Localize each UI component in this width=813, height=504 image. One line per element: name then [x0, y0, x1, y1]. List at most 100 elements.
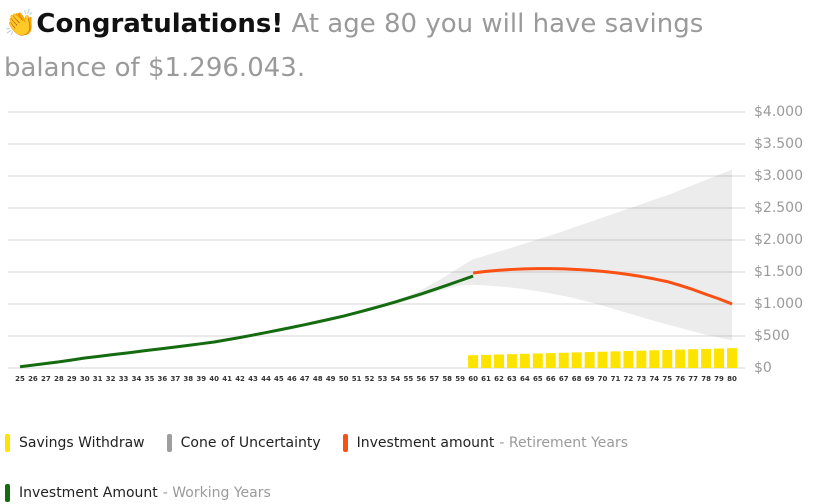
- x-tick-label: 52: [365, 375, 375, 383]
- bar: [727, 348, 737, 368]
- x-tick-label: 49: [326, 375, 336, 383]
- bar: [481, 354, 492, 368]
- icon: 👏: [4, 9, 37, 39]
- x-tick-label: 31: [93, 375, 103, 383]
- bar: [468, 355, 479, 368]
- legend-label: Investment Amount: [19, 485, 158, 501]
- x-tick-label: 76: [675, 375, 685, 383]
- legend-sublabel: - Retirement Years: [499, 435, 629, 451]
- x-tick-label: 26: [28, 375, 38, 383]
- x-tick-label: 25: [15, 375, 25, 383]
- y-tick-label: $2.500: [754, 200, 803, 216]
- x-tick-label: 67: [559, 375, 569, 383]
- bar: [662, 349, 673, 368]
- legend-item: Cone of Uncertainty: [166, 432, 321, 454]
- x-tick-label: 69: [585, 375, 595, 383]
- x-tick-label: 51: [352, 375, 362, 383]
- bar: [519, 353, 530, 368]
- x-tick-label: 33: [119, 375, 129, 383]
- y-tick-label: $4.000: [754, 104, 803, 120]
- bar-layer: [468, 348, 737, 368]
- x-tick-label: 43: [248, 375, 258, 383]
- y-tick-label: $500: [754, 328, 790, 344]
- bar: [584, 352, 595, 368]
- x-tick-label: 40: [209, 375, 219, 383]
- bar: [545, 353, 556, 368]
- bar: [610, 351, 621, 368]
- x-tick-label: 38: [183, 375, 193, 383]
- x-tick-label: 58: [442, 375, 452, 383]
- y-tick-label: $1.500: [754, 264, 803, 280]
- x-tick-label: 74: [649, 375, 659, 383]
- x-tick-label: 35: [145, 375, 155, 383]
- x-tick-label: 28: [54, 375, 64, 383]
- y-tick-label: $1.000: [754, 296, 803, 312]
- x-tick-label: 78: [701, 375, 711, 383]
- x-tick-label: 80: [727, 375, 737, 383]
- x-tick-label: 59: [455, 375, 465, 383]
- x-tick-label: 68: [572, 375, 582, 383]
- x-tick-label: 53: [378, 375, 388, 383]
- bar: [636, 350, 647, 368]
- legend-swatch: [5, 434, 10, 452]
- x-tick-label: 46: [287, 375, 297, 383]
- x-tick-label: 34: [132, 375, 142, 383]
- x-tick-label: 55: [403, 375, 413, 383]
- y-tick-label: $2.000: [754, 232, 803, 248]
- x-tick-label: 60: [468, 375, 478, 383]
- x-tick-label: 36: [158, 375, 168, 383]
- legend-swatch: [5, 484, 10, 502]
- x-tick-label: 75: [662, 375, 672, 383]
- legend-swatch: [166, 434, 172, 452]
- x-tick-label: 57: [429, 375, 439, 383]
- bar: [558, 352, 569, 368]
- x-tick-label: 77: [688, 375, 698, 383]
- x-tick-label: 79: [714, 375, 724, 383]
- y-tick-label: $3.500: [754, 136, 803, 152]
- bar: [623, 350, 634, 368]
- x-tick-label: 63: [507, 375, 517, 383]
- x-tick-label: 29: [67, 375, 77, 383]
- headline: 👏Congratulations! At age 80 you will hav…: [4, 2, 804, 90]
- bar: [701, 348, 712, 368]
- x-tick-label: 56: [416, 375, 426, 383]
- headline-title: Congratulations!: [36, 9, 284, 39]
- x-tick-label: 73: [637, 375, 647, 383]
- x-tick-label: 45: [274, 375, 284, 383]
- x-tick-label: 32: [106, 375, 116, 383]
- x-tick-label: 37: [170, 375, 180, 383]
- bar: [688, 349, 699, 368]
- legend: Savings Withdraw Cone of Uncertainty Inves…: [5, 432, 805, 504]
- bar: [506, 354, 517, 368]
- band-layer: [382, 169, 732, 341]
- x-tick-label: 47: [300, 375, 310, 383]
- legend-label: Cone of Uncertainty: [180, 435, 321, 451]
- bar: [597, 351, 608, 368]
- x-tick-label: 50: [339, 375, 349, 383]
- x-tick-label: 30: [80, 375, 90, 383]
- line-layer: [19, 267, 733, 369]
- legend-item: Savings Withdraw: [5, 432, 145, 454]
- legend-swatch: [342, 434, 348, 452]
- chart: $0 $500 $1.000 $1.500 $2.000 $2.500 $3.000 $3.5…: [8, 104, 803, 383]
- x-tick-label: 65: [533, 375, 543, 383]
- x-tick-label: 64: [520, 375, 530, 383]
- y-tick-label: $3.000: [754, 168, 803, 184]
- page: {"header": {"icon": "👏", "title": "Congr…: [4, 2, 804, 502]
- x-tick-label: 27: [41, 375, 51, 383]
- x-tick-label: 62: [494, 375, 504, 383]
- line: [472, 267, 733, 306]
- x-tick-label: 54: [391, 375, 401, 383]
- bar: [571, 352, 582, 368]
- x-tick-label: 39: [196, 375, 206, 383]
- x-tick-label: 70: [598, 375, 608, 383]
- headline-text: At age 80 you will have savings balance …: [4, 9, 704, 83]
- legend-sublabel: - Working Years: [162, 485, 271, 501]
- x-tick-label: 44: [261, 375, 271, 383]
- bar: [714, 348, 725, 368]
- legend-item: Investment amount - Retirement Years: [342, 432, 629, 454]
- cone-area: [382, 169, 732, 341]
- x-tick-label: 48: [313, 375, 323, 383]
- x-tick-label: 42: [235, 375, 245, 383]
- legend-item: Investment Amount - Working Years: [5, 482, 271, 504]
